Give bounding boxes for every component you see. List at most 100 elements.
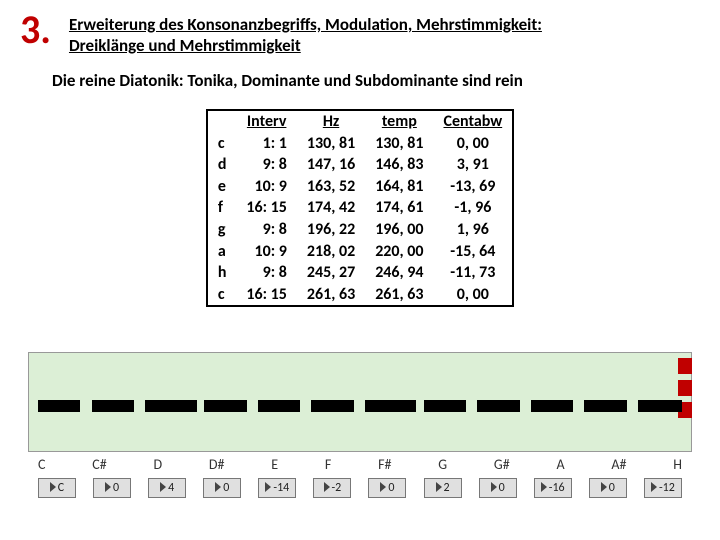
value-text: -14 [273,481,289,495]
value-cell: 2 [424,478,462,498]
bar-segment [134,400,145,412]
table-cell: 1: 1 [236,133,296,155]
table-cell: 9: 8 [236,219,296,241]
col-note [207,110,237,133]
play-icon [651,482,657,492]
table-row: d9: 8147, 16146, 833, 91 [207,154,513,176]
bar-segment [300,400,311,412]
chart-xaxis: CC#DD#EFF#GG#AA#H [38,456,682,473]
xaxis-label: F [325,456,331,473]
play-icon [601,482,607,492]
table-row: c1: 1130, 81130, 810, 00 [207,133,513,155]
play-icon [105,482,111,492]
table-cell: 16: 15 [236,284,296,307]
table-cell: 0, 00 [433,284,513,307]
table-row: e10: 9163, 52164, 81-13, 69 [207,176,513,198]
title-line-2: Dreiklänge und Mehrstimmigkeit [69,35,542,56]
header-block: 3. Erweiterung des Konsonanzbegriffs, Mo… [0,0,720,56]
bar-segment [477,400,519,412]
table-cell: 261, 63 [297,284,365,307]
bar-segment [520,400,531,412]
value-cell: -12 [644,478,682,498]
value-text: 0 [499,481,505,495]
table-cell: 1, 96 [433,219,513,241]
bar-segment [197,400,204,412]
section-number: 3. [20,10,51,50]
value-text: C [58,481,64,495]
table-cell: 0, 00 [433,133,513,155]
bar-segment [466,400,477,412]
table-cell: -1, 96 [433,197,513,219]
table-cell: 10: 9 [236,176,296,198]
table-cell: 218, 02 [297,241,365,263]
table-cell: 130, 81 [365,133,433,155]
bar-segment [627,400,638,412]
play-icon [160,482,166,492]
xaxis-label: A [557,456,565,473]
table-row: c16: 15261, 63261, 630, 00 [207,284,513,307]
value-text: 0 [113,481,119,495]
bar-segment [584,400,626,412]
value-cell: 4 [148,478,186,498]
value-row: C040-14-2020-160-12 [38,478,682,498]
value-cell: 0 [203,478,241,498]
table-cell: -13, 69 [433,176,513,198]
value-text: 0 [388,481,394,495]
table-cell: -11, 73 [433,262,513,284]
bar-segment [365,400,417,412]
col-centabw: Centabw [433,110,513,133]
bar-segment [204,400,246,412]
bar-segment [38,400,80,412]
table-cell: 163, 52 [297,176,365,198]
table-cell: 146, 83 [365,154,433,176]
table-cell: 261, 63 [365,284,433,307]
bar-segment [258,400,300,412]
bar-segment [424,400,466,412]
tuning-chart: CC#DD#EFF#GG#AA#H C040-14-2020-160-12 [28,352,692,522]
value-text: 2 [444,481,450,495]
play-icon [436,482,442,492]
table-cell: c [207,133,237,155]
xaxis-label: H [673,456,682,473]
bar-segment [354,400,365,412]
value-text: 4 [168,481,174,495]
table-row: g9: 8196, 22196, 001, 96 [207,219,513,241]
table-cell: 9: 8 [236,262,296,284]
value-text: -12 [659,481,675,495]
interval-table: Interv Hz temp Centabw c1: 1130, 81130, … [206,109,514,307]
xaxis-label: G [438,456,447,473]
table-cell: 246, 94 [365,262,433,284]
value-text: 0 [609,481,615,495]
xaxis-label: F# [378,456,391,473]
table-row: a10: 9218, 02220, 00-15, 64 [207,241,513,263]
play-icon [324,482,330,492]
bar-segment [573,400,584,412]
table-cell: c [207,284,237,307]
title-block: Erweiterung des Konsonanzbegriffs, Modul… [69,10,542,56]
table-cell: 196, 00 [365,219,433,241]
table-row: f16: 15174, 42174, 61-1, 96 [207,197,513,219]
subheading: Die reine Diatonik: Tonika, Dominante un… [0,56,720,91]
bar-segment [531,400,573,412]
col-interv: Interv [236,110,296,133]
table-cell: a [207,241,237,263]
table-cell: e [207,176,237,198]
xaxis-label: A# [611,456,626,473]
table-cell: 174, 61 [365,197,433,219]
value-cell: -2 [313,478,351,498]
table-cell: 10: 9 [236,241,296,263]
bar-segment [92,400,134,412]
table-cell: h [207,262,237,284]
table-cell: 130, 81 [297,133,365,155]
table-cell: 147, 16 [297,154,365,176]
table-cell: 3, 91 [433,154,513,176]
bar-segment [416,400,423,412]
table-cell: 9: 8 [236,154,296,176]
col-temp: temp [365,110,433,133]
col-hz: Hz [297,110,365,133]
play-icon [265,482,271,492]
table-cell: 174, 42 [297,197,365,219]
bar-segment [247,400,258,412]
table-row: h9: 8245, 27246, 94-11, 73 [207,262,513,284]
xaxis-label: G# [494,456,510,473]
